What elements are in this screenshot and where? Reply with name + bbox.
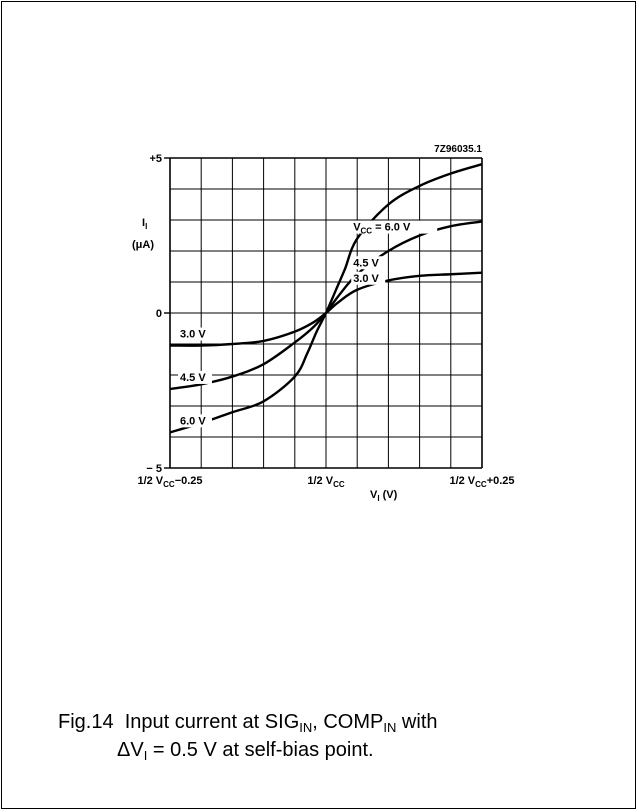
x-axis-label-sub: I [377, 494, 379, 503]
y-axis-label-sub: I [145, 222, 147, 231]
curve-label-bg [351, 271, 386, 285]
x-tick-label-post: −0.25 [175, 475, 203, 487]
curve-label-main: V [353, 222, 361, 234]
x-axis-label-main: V [370, 489, 378, 501]
curve-label-0: VCC = 6.0 V [353, 222, 411, 236]
caption-text-4: = 0.5 V at self-bias point. [147, 739, 374, 761]
curve-label-bg [178, 370, 212, 384]
y-tick-label: − 5 [146, 463, 162, 475]
x-axis-label: VI (V) [370, 489, 398, 503]
grid: +50− 51/2 VCC−0.25 1/2 VCC 1/2 VCC+0.25 [137, 153, 514, 489]
curve-label-2: 3.0 V [353, 273, 379, 285]
x-tick-label-sub: CC [163, 480, 175, 489]
curve-label-post: = 6.0 V [372, 222, 411, 234]
curve-label-bg [178, 327, 212, 341]
caption-delta-v: ΔV [117, 739, 144, 761]
caption-fig-number: Fig.14 [58, 711, 114, 733]
caption-sub-2: IN [383, 720, 397, 735]
y-tick-label: +5 [149, 153, 162, 165]
curve-label-sub: CC [361, 227, 373, 236]
figure-id-code: 7Z96035.1 [434, 144, 482, 155]
x-tick-label-pre: 1/2 V [307, 475, 333, 487]
curve-label-bg [351, 220, 438, 234]
caption-text-2: , COMP [312, 711, 384, 733]
x-tick-label-post: +0.25 [487, 475, 515, 487]
curve-label-4: 4.5 V [180, 372, 206, 384]
x-tick-label: 1/2 VCC+0.25 [449, 475, 514, 489]
chart-labels: VCC = 6.0 V 4.5 V 3.0 V 3.0 V 4.5 V 6.0 V [178, 220, 438, 428]
x-tick-label-pre: 1/2 V [137, 475, 163, 487]
curve-label-1: 4.5 V [353, 257, 379, 269]
curve-label-bg [351, 256, 386, 270]
curve-label-3: 3.0 V [180, 329, 206, 341]
caption-sub-3: I [143, 748, 148, 763]
y-axis-unit: (μA) [132, 239, 154, 251]
x-tick-label-pre: 1/2 V [449, 475, 475, 487]
x-tick-label: 1/2 VCC [307, 475, 344, 489]
curve-label-bg [178, 414, 212, 428]
y-axis-label: II [142, 217, 147, 231]
y-tick-label: 0 [156, 308, 162, 320]
figure-caption: Fig.14 Input current at SIGIN, COMPIN wi… [58, 708, 438, 764]
curve-series-2 [169, 271, 483, 347]
caption-text-1: Input current at SIG [124, 711, 300, 733]
caption-text-3: with [396, 711, 438, 733]
x-tick-label-sub: CC [333, 480, 345, 489]
curves [169, 163, 483, 434]
x-tick-label: 1/2 VCC−0.25 [137, 475, 202, 489]
caption-line-2: ΔVI = 0.5 V at self-bias point. [58, 736, 438, 764]
x-tick-label-sub: CC [475, 480, 487, 489]
caption-line-1: Fig.14 Input current at SIGIN, COMPIN wi… [58, 708, 438, 736]
y-axis-label-main: I [142, 217, 145, 229]
caption-sub-1: IN [299, 720, 313, 735]
curve-label-5: 6.0 V [180, 415, 206, 427]
x-axis-label-unit: (V) [383, 489, 398, 501]
